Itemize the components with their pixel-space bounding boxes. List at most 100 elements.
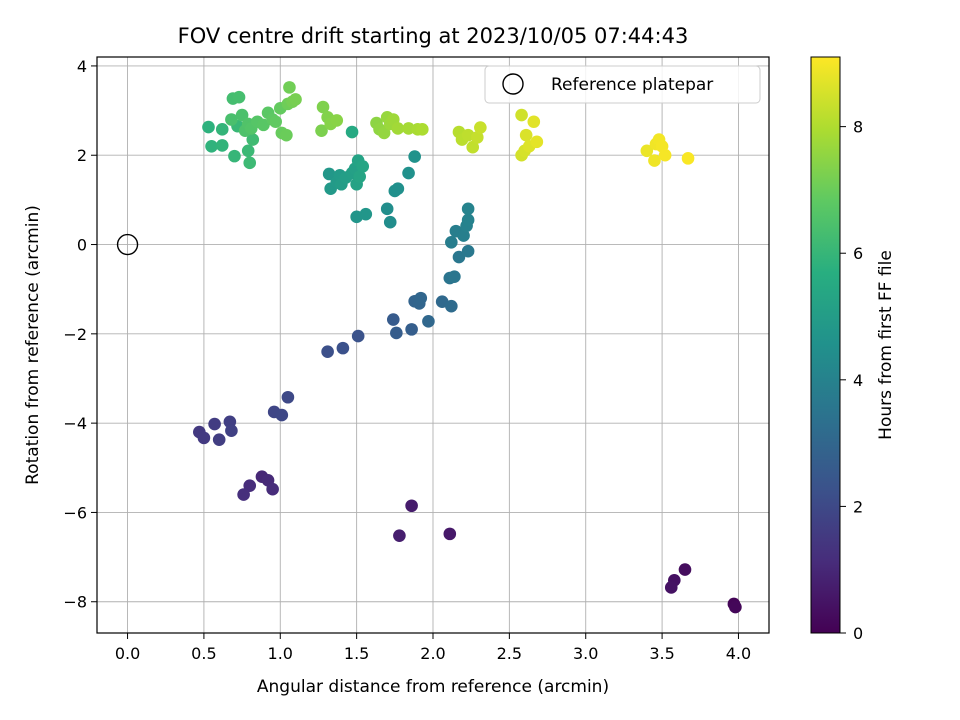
data-point (336, 341, 350, 355)
x-tick-label: 4.0 (726, 644, 751, 663)
data-point (405, 323, 418, 336)
data-point (228, 149, 241, 163)
legend-label: Reference platepar (551, 75, 713, 95)
y-axis-ticks: −8 −6 −4 −2 0 2 4 (63, 57, 97, 612)
data-point (402, 166, 415, 180)
x-tick-label: 3.5 (649, 644, 674, 663)
grid-lines (97, 57, 769, 633)
data-point (315, 124, 328, 137)
data-point (443, 527, 457, 541)
x-tick-label: 3.0 (573, 644, 598, 663)
reference-platepar-marker (116, 233, 139, 256)
data-point (402, 122, 415, 135)
x-tick-label: 1.5 (344, 644, 369, 663)
y-tick-label: −2 (63, 325, 87, 344)
data-point (445, 236, 458, 249)
chart-title: FOV centre drift starting at 2023/10/05 … (178, 24, 689, 48)
data-point (212, 433, 226, 446)
y-tick-label: −4 (63, 414, 87, 433)
x-tick-label: 1.0 (268, 644, 293, 663)
y-tick-label: 0 (77, 236, 87, 255)
data-point (225, 113, 238, 126)
data-point (281, 390, 295, 404)
data-point (530, 135, 544, 149)
x-tick-label: 0.0 (115, 644, 140, 663)
data-point (345, 125, 359, 139)
data-point (243, 156, 257, 170)
data-point (391, 122, 405, 135)
data-point (678, 563, 692, 576)
reference-marker (116, 233, 139, 256)
colorbar-gradient (810, 56, 841, 634)
data-point (445, 299, 458, 313)
data-point (466, 140, 480, 154)
y-axis-label: Rotation from reference (arcmin) (23, 205, 43, 485)
data-point (215, 123, 229, 136)
data-point (266, 482, 279, 496)
data-point (241, 144, 255, 158)
data-point (208, 417, 221, 431)
data-point (461, 202, 475, 216)
data-point (470, 131, 484, 144)
y-tick-label: −6 (63, 503, 87, 522)
data-point (246, 133, 260, 146)
x-tick-label: 2.0 (420, 644, 445, 663)
data-point (422, 315, 435, 328)
data-point (390, 326, 403, 340)
data-points (193, 81, 742, 614)
data-point (448, 270, 461, 283)
data-point (474, 121, 487, 134)
data-point (380, 202, 394, 216)
colorbar-tick-label: 4 (853, 371, 863, 390)
data-point (351, 329, 365, 343)
data-point (215, 139, 229, 152)
data-point (527, 115, 541, 129)
data-point (391, 182, 405, 196)
data-point (729, 600, 742, 614)
data-point (322, 167, 336, 181)
data-point (243, 479, 257, 492)
data-point (289, 93, 302, 106)
data-point (408, 150, 421, 163)
colorbar-tick-label: 8 (853, 118, 863, 137)
data-point (321, 345, 334, 358)
data-point (648, 154, 661, 167)
data-point (452, 250, 466, 264)
colorbar-ticks: 0 2 4 6 8 (840, 118, 863, 643)
data-point (205, 140, 218, 153)
data-point (356, 160, 370, 173)
y-tick-label: 2 (77, 146, 87, 165)
data-point (519, 128, 533, 142)
data-point (257, 118, 270, 132)
data-point (640, 144, 654, 158)
colorbar-tick-label: 0 (853, 624, 863, 643)
data-point (658, 148, 672, 162)
data-point (377, 126, 391, 140)
x-axis-ticks: 0.0 0.5 1.0 1.5 2.0 2.5 3.0 3.5 4.0 (115, 633, 751, 663)
data-point (416, 123, 429, 136)
data-point (232, 90, 246, 104)
data-point (515, 108, 528, 122)
data-point (237, 488, 250, 501)
colorbar-label: Hours from first FF file (876, 250, 896, 440)
data-point (386, 313, 400, 326)
data-point (280, 128, 293, 142)
data-point (414, 291, 428, 305)
colorbar-tick-label: 2 (853, 497, 863, 516)
data-point (457, 229, 470, 242)
x-tick-label: 0.5 (191, 644, 216, 663)
x-tick-label: 2.5 (497, 644, 522, 663)
colorbar-tick-label: 6 (853, 244, 863, 263)
data-point (202, 120, 215, 134)
data-point (330, 114, 344, 127)
legend-box (484, 65, 761, 104)
data-point (359, 207, 373, 221)
y-tick-label: 4 (77, 57, 87, 76)
data-point (316, 100, 330, 114)
data-point (664, 581, 678, 594)
data-point (353, 170, 366, 183)
data-point (405, 499, 418, 513)
colorbar: 0 2 4 6 8 Hours from first FF file (810, 56, 896, 643)
data-point (235, 108, 249, 122)
